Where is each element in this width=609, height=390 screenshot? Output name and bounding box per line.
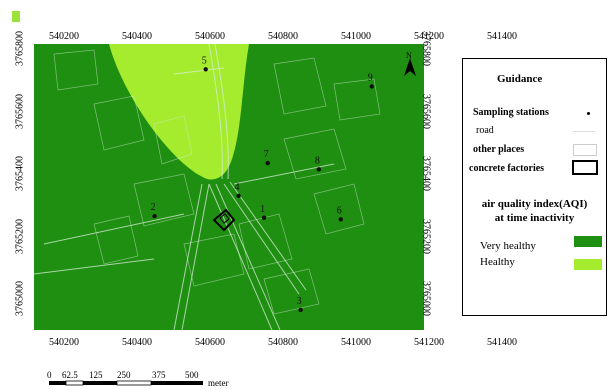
legend-road-label: road: [476, 125, 494, 136]
map-canvas[interactable]: 1 2 3 4 5 6 7 8 9 N: [34, 44, 424, 330]
y-tick-right: 3765600: [420, 93, 432, 129]
y-tick-left: 3765400: [14, 156, 26, 191]
legend-aqi-title: air quality index(AQI): [481, 198, 588, 210]
station-point-8[interactable]: [316, 167, 322, 172]
legend-class-very-healthy: Very healthy: [480, 240, 536, 252]
corner-mark: [12, 11, 20, 22]
station-label-6: 6: [337, 205, 342, 216]
map-frame[interactable]: 1 2 3 4 5 6 7 8 9 N: [34, 44, 424, 330]
roads: [34, 44, 335, 330]
legend-factory-label: concrete factories: [469, 163, 545, 174]
y-tick-left: 3765600: [14, 93, 26, 129]
x-tick-bottom: 540800: [268, 337, 298, 348]
legend-swatch-very-healthy: [574, 236, 602, 247]
x-tick-bottom: 540400: [122, 337, 152, 348]
station-point-6[interactable]: [338, 217, 343, 222]
legend-class-healthy: Healthy: [480, 256, 515, 268]
legend-factory-symbol: [572, 160, 598, 175]
scale-label-250: 250: [117, 370, 131, 380]
x-tick-top: 540200: [49, 31, 79, 42]
x-tick-top: 541200: [414, 31, 444, 42]
legend-sampling-label: Sampling stations: [473, 107, 549, 118]
station-label-5: 5: [202, 55, 207, 66]
x-tick-bottom: 541000: [341, 337, 371, 348]
north-arrow-icon: [404, 58, 416, 76]
x-tick-bottom: 540200: [49, 337, 79, 348]
station-point-9[interactable]: [369, 84, 374, 89]
legend-other-label: other places: [473, 144, 525, 155]
station-point-1[interactable]: [261, 215, 267, 220]
y-tick-right: 3765800: [420, 31, 432, 66]
y-tick-right: 3765000: [420, 281, 432, 316]
legend-aqi-subtitle: at time inactivity: [494, 212, 575, 224]
x-tick-top: 540600: [195, 31, 225, 42]
scale-label-125: 125: [89, 370, 103, 380]
station-label-2: 2: [151, 202, 156, 213]
station-label-3: 3: [297, 296, 302, 307]
scale-unit: meter: [208, 378, 229, 388]
legend-swatch-healthy: [574, 259, 602, 270]
y-tick-right: 3765200: [420, 218, 432, 254]
legend-box: Guidance Sampling stations road other pl…: [462, 58, 607, 316]
concrete-factory-inner: [219, 213, 230, 224]
y-tick-left: 3765000: [14, 281, 26, 316]
station-point-3[interactable]: [298, 307, 303, 313]
healthy-zone: [109, 44, 249, 180]
x-tick-top: 540800: [268, 31, 298, 42]
scale-label-500: 500: [185, 370, 199, 380]
scale-label-62: 62.5: [62, 370, 78, 380]
sampling-stations: 1 2 3 4 5 6 7 8 9: [151, 55, 374, 313]
legend-station-symbol: [587, 112, 590, 115]
legend-road-symbol: [573, 131, 595, 132]
station-point-5[interactable]: [203, 67, 208, 72]
x-tick-top: 541000: [341, 31, 371, 42]
station-label-1: 1: [260, 204, 265, 215]
x-tick-bottom: 540600: [195, 337, 225, 348]
y-tick-right: 3765400: [420, 156, 432, 191]
station-point-2[interactable]: [152, 213, 157, 219]
station-point-7[interactable]: [265, 160, 270, 166]
legend-title: Guidance: [497, 73, 543, 85]
y-tick-left: 3765200: [14, 218, 26, 254]
x-tick-top: 540400: [122, 31, 152, 42]
scale-label-375: 375: [152, 370, 166, 380]
x-tick-bottom: 541200: [414, 337, 444, 348]
station-label-9: 9: [368, 73, 373, 84]
x-tick-top: 541400: [487, 31, 517, 42]
concrete-factory[interactable]: [212, 208, 236, 232]
x-tick-bottom: 541400: [487, 337, 517, 348]
scale-bar-graphic: [49, 380, 203, 386]
north-label: N: [406, 51, 412, 60]
legend-other-symbol: [573, 144, 597, 156]
station-point-4[interactable]: [236, 193, 241, 199]
y-tick-left: 3765800: [14, 31, 26, 66]
station-label-4: 4: [235, 182, 240, 193]
scale-label-0: 0: [47, 370, 52, 380]
station-label-8: 8: [315, 155, 320, 166]
station-label-7: 7: [264, 149, 269, 160]
